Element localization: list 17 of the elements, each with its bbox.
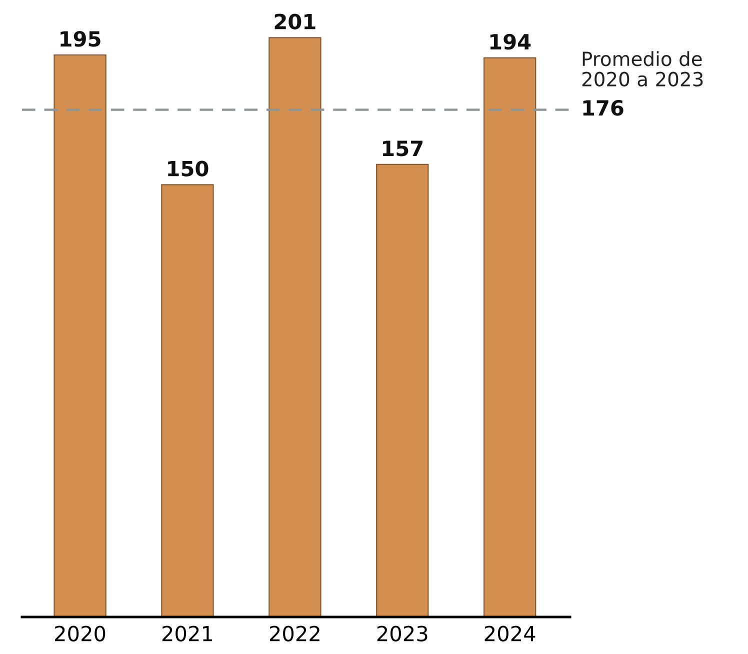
x-tick-label: 2023 (377, 626, 428, 642)
text: 176 (583, 100, 624, 116)
x-tick-label: 2021 (162, 626, 212, 642)
bar (54, 54, 106, 617)
bar (483, 57, 536, 617)
x-tick-label: 2020 (55, 626, 106, 642)
data-label: 201 (274, 14, 316, 30)
data-label: 195 (60, 31, 100, 47)
x-tick-label: 2022 (270, 626, 320, 642)
data-label: 150 (168, 160, 208, 176)
bar (268, 37, 322, 617)
data-label: 194 (490, 34, 531, 50)
bar (376, 164, 429, 617)
bar (161, 184, 214, 617)
x-tick-label: 2024 (484, 626, 536, 642)
ref-line-label: Promedio de 2020 a 2023 (582, 51, 703, 87)
data-label: 157 (382, 140, 422, 156)
